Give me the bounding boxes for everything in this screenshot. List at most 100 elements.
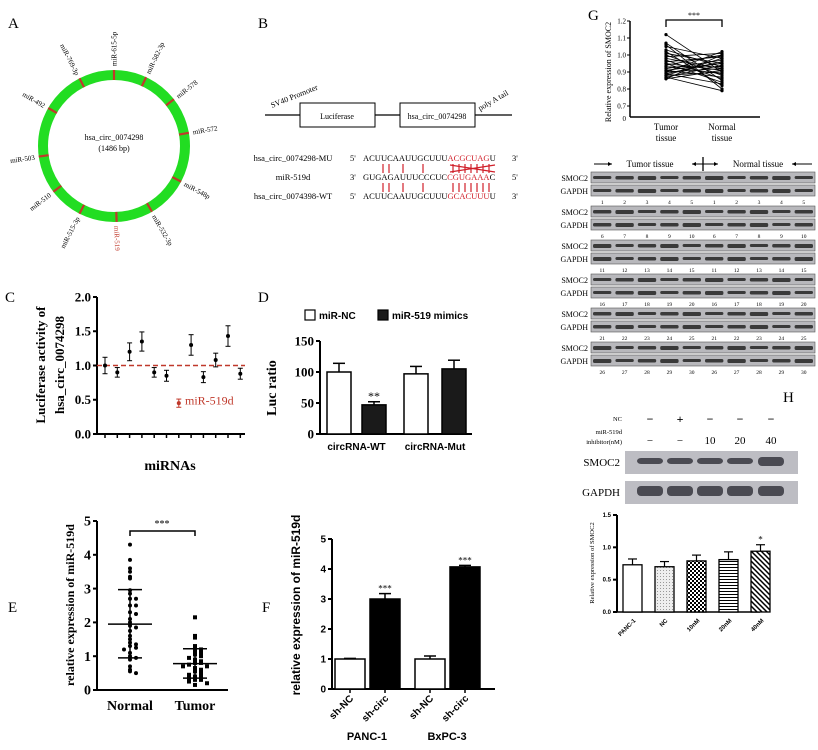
lane-number: 25 xyxy=(801,336,807,342)
data-point xyxy=(128,669,132,674)
protein-band xyxy=(660,257,679,261)
seed-region: ACGCUAG xyxy=(448,153,490,163)
data-point xyxy=(134,611,138,616)
data-point xyxy=(213,358,218,363)
protein-band xyxy=(637,291,657,295)
protein-band xyxy=(637,257,657,261)
blot-row-label: SMOC2 xyxy=(583,457,620,469)
legend-label: miR-NC xyxy=(319,311,356,322)
protein-band xyxy=(637,278,657,282)
lane-number: 9 xyxy=(780,234,783,240)
lane-number: 7 xyxy=(735,234,738,240)
lane-number: 4 xyxy=(668,200,671,206)
lane-number: 29 xyxy=(779,370,785,376)
data-point xyxy=(193,615,197,620)
y-tick-label: 1.1 xyxy=(617,35,626,43)
bar xyxy=(654,566,675,613)
protein-band xyxy=(637,325,657,328)
lane-number: 5 xyxy=(802,200,805,206)
bar xyxy=(334,658,366,690)
arrowhead xyxy=(692,162,696,166)
y-tick-label: 3 xyxy=(320,594,326,605)
lane-number: 18 xyxy=(644,302,650,308)
protein-band xyxy=(593,359,612,363)
protein-band xyxy=(794,176,813,179)
lane-number: 30 xyxy=(801,370,807,376)
panel-d-chart: 0 50 100 150 Luc ratio miR-NC miR-519 mimics ci… xyxy=(265,309,472,453)
x-tick-label: sh-NC xyxy=(408,693,437,722)
protein-band xyxy=(660,278,679,281)
blot-row-label: GAPDH xyxy=(560,221,588,230)
sequence-end: 5' xyxy=(350,191,356,201)
y-tick-label: 5 xyxy=(320,534,326,545)
data-point xyxy=(720,75,724,79)
x-tick-label: sh-circ xyxy=(360,693,391,724)
protein-band xyxy=(772,244,791,248)
protein-band xyxy=(749,210,769,214)
binding-site-mark xyxy=(47,107,58,114)
protein-band xyxy=(593,257,612,261)
lane-number: 2 xyxy=(735,200,738,206)
blot-strip xyxy=(590,341,816,354)
blot-row-label: GAPDH xyxy=(560,289,588,298)
legend-label: miR-519 mimics xyxy=(392,311,469,322)
lane-number: 13 xyxy=(644,268,650,274)
lane-number: 24 xyxy=(667,336,673,342)
mirna-site-label: miR-578 xyxy=(175,78,200,100)
protein-band xyxy=(660,189,679,192)
protein-band xyxy=(749,176,769,180)
protein-band xyxy=(682,210,701,214)
protein-band xyxy=(637,244,657,248)
data-point xyxy=(189,342,194,347)
data-point xyxy=(720,53,724,57)
y-tick-label: 0.0 xyxy=(75,426,91,441)
lane-number: 26 xyxy=(599,370,605,376)
data-point xyxy=(181,664,185,669)
lane-number: 21 xyxy=(599,336,605,342)
data-point xyxy=(199,671,203,676)
protein-band xyxy=(749,325,769,329)
protein-band xyxy=(682,223,701,227)
data-point xyxy=(205,664,209,669)
group-label: PANC-1 xyxy=(347,731,387,743)
mirna-site-label: miR-519 xyxy=(112,226,121,252)
protein-band xyxy=(705,223,724,226)
x-tick-label: circRNA-Mut xyxy=(405,442,466,453)
protein-band xyxy=(727,312,746,316)
y-tick-label: 3 xyxy=(84,582,91,597)
protein-band xyxy=(615,244,634,247)
seed-region: GCACUUU xyxy=(448,191,490,201)
data-point xyxy=(134,603,138,608)
protein-band xyxy=(705,244,724,248)
y-tick-label: 100 xyxy=(295,364,315,379)
blot-row-label: GAPDH xyxy=(560,255,588,264)
y-tick-label: 1 xyxy=(84,650,91,665)
protein-band xyxy=(615,223,634,227)
panel-e-chart: 0 1 2 3 4 5 relative expression of miR-519d Nor… xyxy=(63,515,228,714)
protein-band xyxy=(615,359,634,362)
significance-bracket xyxy=(665,19,723,27)
bar xyxy=(414,658,446,690)
circrna-box-label: hsa_circ_0074298 xyxy=(408,112,467,121)
bar xyxy=(403,373,429,435)
data-point xyxy=(199,674,203,679)
blot-row-label: SMOC2 xyxy=(561,276,588,285)
lane-number: 23 xyxy=(644,336,650,342)
panel-f-chart: 0 1 2 3 4 5 relative expression of miR-519d sh-… xyxy=(289,515,495,743)
sequence: ACUUCAAUUGCUUUACGCUAGU xyxy=(363,153,496,163)
protein-band xyxy=(727,325,746,329)
pair-line xyxy=(665,56,723,63)
mirna-site-label: miR-510 xyxy=(28,191,53,213)
x-tick-label: PANC-1 xyxy=(618,618,638,638)
y-tick-label: 0.8 xyxy=(617,86,626,94)
sequence-end: 3' xyxy=(350,172,356,182)
lane-number: 22 xyxy=(622,336,628,342)
panel-a-circ-map: hsa_circ_0074298 (1486 bp) miR-615-5p miR-5… xyxy=(10,31,219,251)
y-tick-label: 150 xyxy=(295,333,315,348)
blot-row-label: SMOC2 xyxy=(561,174,588,183)
protein-band xyxy=(660,359,679,363)
protein-band xyxy=(705,325,724,328)
highlight-annotation: miR-519d xyxy=(185,394,234,408)
panel-label-a: A xyxy=(8,16,19,32)
